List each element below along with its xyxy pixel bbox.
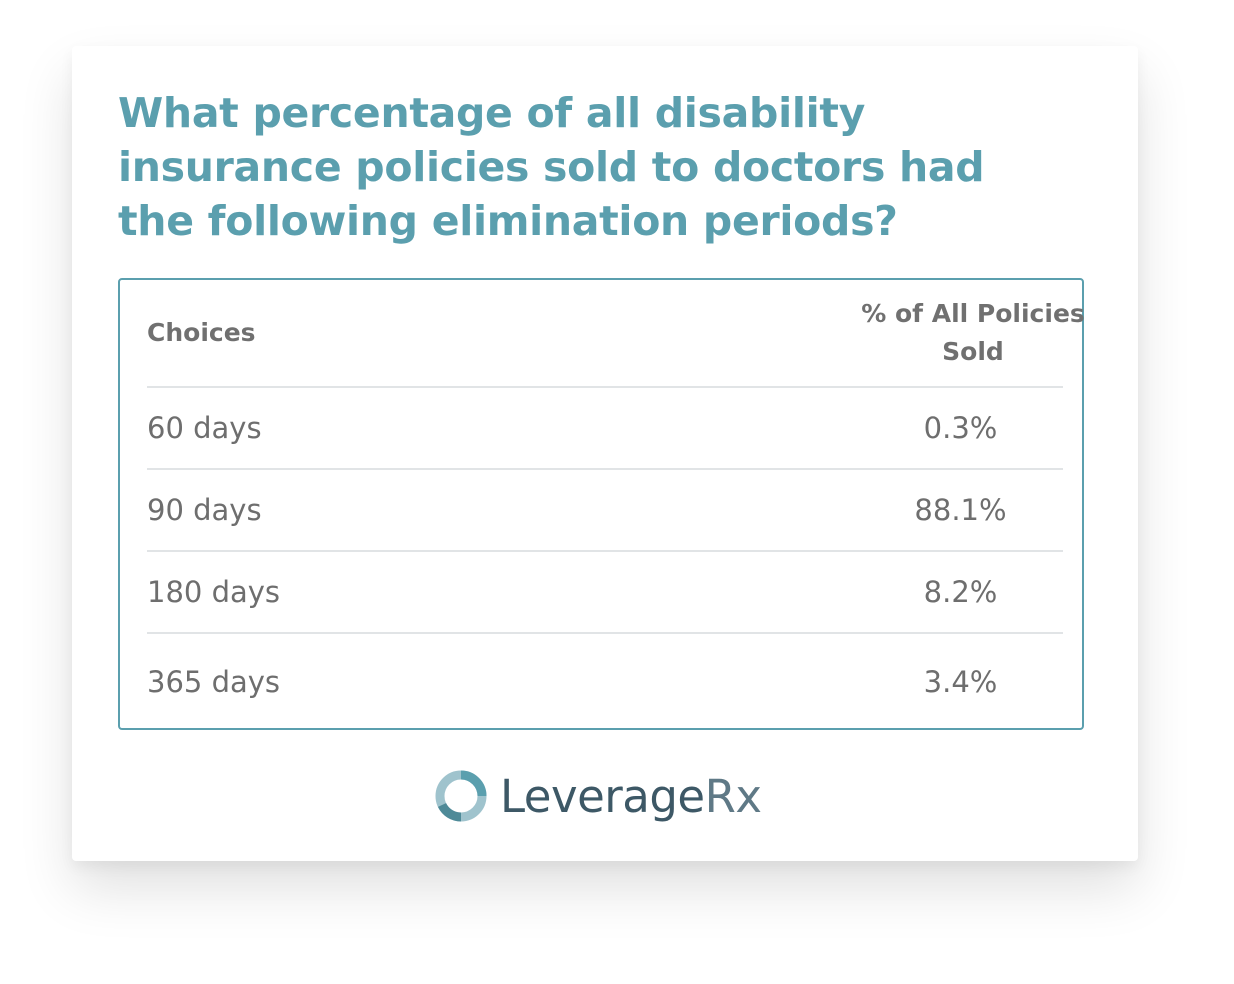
- percent-cell: 8.2%: [923, 575, 998, 609]
- choice-cell: 60 days: [147, 411, 262, 445]
- brand-logo: LeverageRx: [434, 766, 762, 826]
- brand-name-main: Leverage: [500, 769, 705, 823]
- table-row: 90 days 88.1%: [147, 470, 1063, 552]
- table-row: 180 days 8.2%: [147, 552, 1063, 634]
- table-header-row: Choices % of All Policies Sold: [147, 280, 1085, 388]
- brand-name-suffix: Rx: [704, 769, 762, 823]
- percent-cell: 3.4%: [923, 665, 998, 699]
- ring-icon: [435, 770, 487, 822]
- choice-cell: 365 days: [147, 665, 281, 699]
- table-row: 365 days 3.4%: [147, 634, 1063, 730]
- brand-name: LeverageRx: [500, 770, 762, 823]
- column-header-choices: Choices: [147, 318, 256, 347]
- percent-cell: 88.1%: [914, 493, 1007, 527]
- choice-cell: 180 days: [147, 575, 281, 609]
- table-row: 60 days 0.3%: [147, 388, 1063, 470]
- column-header-percent: % of All Policies Sold: [861, 299, 1085, 366]
- data-table: Choices % of All Policies Sold 60 days 0…: [118, 278, 1085, 730]
- page-title: What percentage of all disability insura…: [118, 89, 985, 245]
- card: What percentage of all disability insura…: [72, 46, 1138, 861]
- percent-cell: 0.3%: [923, 411, 998, 445]
- choice-cell: 90 days: [147, 493, 262, 527]
